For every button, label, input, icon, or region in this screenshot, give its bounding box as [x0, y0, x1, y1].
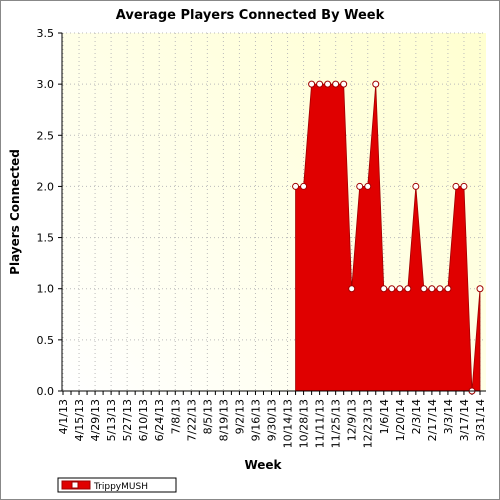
- y-tick-label: 0.5: [37, 334, 55, 347]
- marker: [316, 80, 324, 88]
- x-tick-label: 4/15/13: [73, 399, 86, 441]
- x-tick-label: 4/1/13: [57, 399, 70, 434]
- marker: [372, 80, 380, 88]
- marker: [364, 182, 372, 190]
- x-tick-label: 3/3/14: [442, 399, 455, 434]
- marker: [404, 285, 412, 293]
- y-tick-label: 3.5: [37, 27, 55, 40]
- marker: [308, 80, 316, 88]
- marker: [452, 182, 460, 190]
- x-tick-label: 11/11/13: [314, 399, 327, 448]
- x-tick-label: 9/16/13: [249, 399, 262, 441]
- marker: [388, 285, 396, 293]
- chart-title: Average Players Connected By Week: [116, 8, 385, 23]
- x-tick-label: 8/19/13: [217, 399, 230, 441]
- x-tick-label: 6/10/13: [137, 399, 150, 441]
- marker: [420, 285, 428, 293]
- x-tick-label: 10/28/13: [298, 399, 311, 448]
- y-axis-label: Players Connected: [8, 149, 22, 275]
- legend-marker: [71, 481, 79, 489]
- x-tick-label: 12/23/13: [362, 399, 375, 448]
- x-tick-label: 5/27/13: [121, 399, 134, 441]
- y-tick-label: 1.0: [37, 283, 55, 296]
- marker: [340, 80, 348, 88]
- y-tick-label: 1.5: [37, 232, 55, 245]
- x-tick-label: 9/2/13: [233, 399, 246, 434]
- marker: [412, 182, 420, 190]
- x-tick-label: 7/22/13: [185, 399, 198, 441]
- marker: [332, 80, 340, 88]
- marker: [348, 285, 356, 293]
- marker: [292, 182, 300, 190]
- x-tick-label: 12/9/13: [346, 399, 359, 441]
- marker: [428, 285, 436, 293]
- marker: [380, 285, 388, 293]
- marker: [460, 182, 468, 190]
- x-tick-label: 9/30/13: [266, 399, 279, 441]
- x-axis-label: Week: [244, 458, 282, 472]
- x-tick-label: 5/13/13: [105, 399, 118, 441]
- x-tick-label: 6/24/13: [153, 399, 166, 441]
- x-tick-label: 11/25/13: [330, 399, 343, 448]
- x-tick-label: 3/31/14: [474, 399, 487, 441]
- y-tick-label: 3.0: [37, 78, 55, 91]
- marker: [396, 285, 404, 293]
- x-tick-label: 7/8/13: [169, 399, 182, 434]
- marker: [356, 182, 364, 190]
- legend-label: TrippyMUSH: [93, 482, 148, 492]
- x-tick-label: 3/17/14: [458, 399, 471, 441]
- marker: [300, 182, 308, 190]
- x-tick-label: 8/5/13: [201, 399, 214, 434]
- x-tick-label: 1/20/14: [394, 399, 407, 441]
- marker: [476, 285, 484, 293]
- y-tick-label: 2.5: [37, 129, 55, 142]
- marker: [444, 285, 452, 293]
- x-tick-label: 10/14/13: [282, 399, 295, 448]
- x-tick-label: 4/29/13: [89, 399, 102, 441]
- marker: [324, 80, 332, 88]
- y-tick-label: 2.0: [37, 180, 55, 193]
- y-tick-label: 0.0: [37, 385, 55, 398]
- x-tick-label: 2/3/14: [410, 399, 423, 434]
- marker: [436, 285, 444, 293]
- x-tick-label: 2/17/14: [426, 399, 439, 441]
- x-tick-label: 1/6/14: [378, 399, 391, 434]
